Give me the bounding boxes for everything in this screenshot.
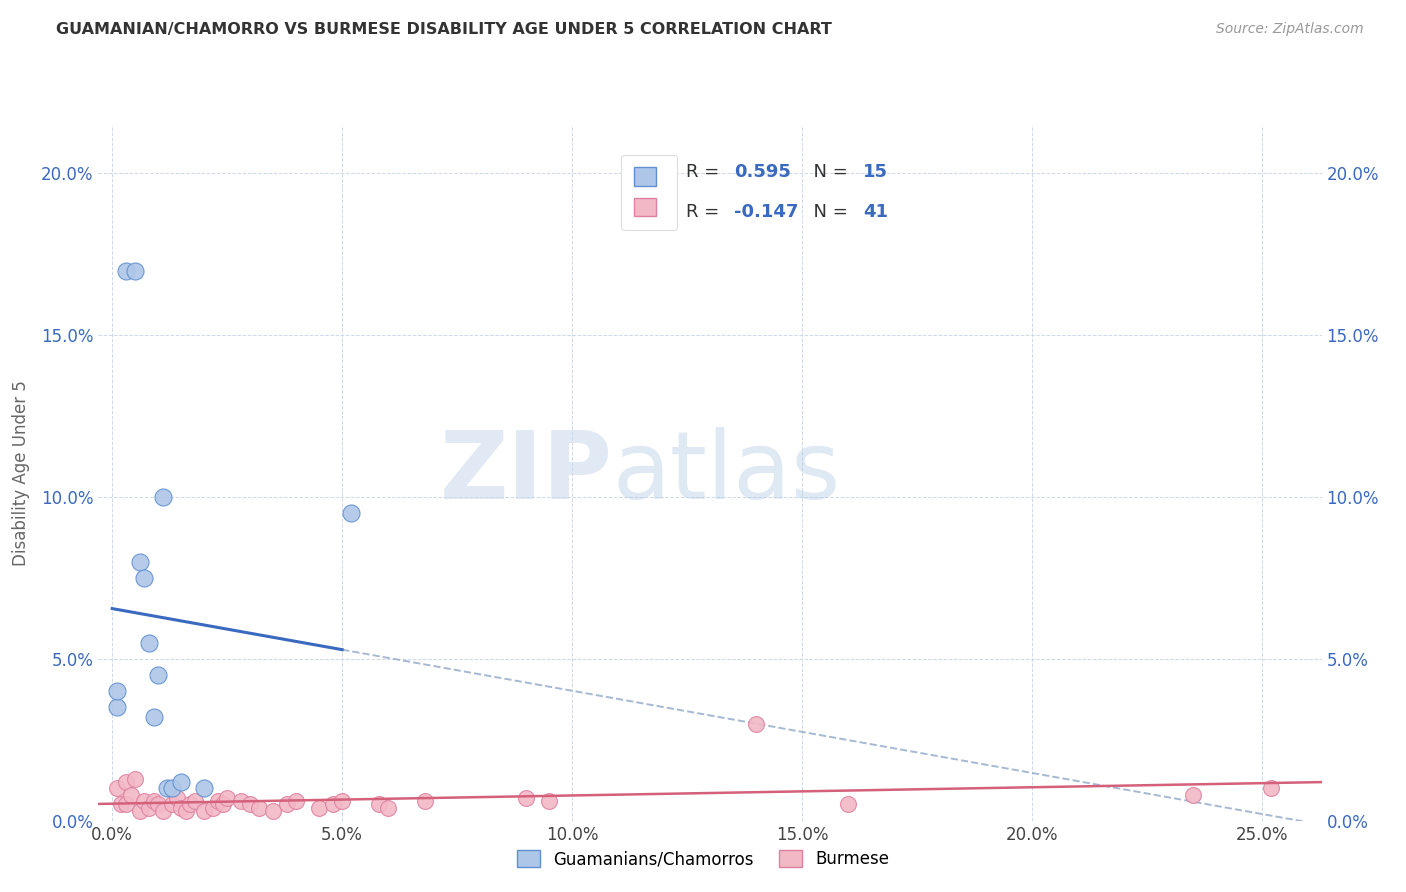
Point bbox=[1181, 788, 1204, 802]
Point bbox=[115, 774, 138, 789]
Point bbox=[105, 700, 128, 714]
Point bbox=[134, 571, 156, 585]
Text: Source: ZipAtlas.com: Source: ZipAtlas.com bbox=[1216, 22, 1364, 37]
Text: N =: N = bbox=[801, 163, 853, 181]
Point bbox=[211, 797, 233, 812]
Point bbox=[377, 800, 399, 814]
Point bbox=[308, 800, 330, 814]
Point bbox=[184, 794, 207, 808]
Point bbox=[538, 794, 561, 808]
Point bbox=[413, 794, 436, 808]
Point bbox=[152, 804, 174, 818]
Point bbox=[247, 800, 270, 814]
Point bbox=[156, 781, 179, 796]
Text: GUAMANIAN/CHAMORRO VS BURMESE DISABILITY AGE UNDER 5 CORRELATION CHART: GUAMANIAN/CHAMORRO VS BURMESE DISABILITY… bbox=[56, 22, 832, 37]
Y-axis label: Disability Age Under 5: Disability Age Under 5 bbox=[11, 380, 30, 566]
Text: N =: N = bbox=[801, 202, 853, 221]
Point bbox=[142, 710, 165, 724]
Point bbox=[105, 684, 128, 698]
Point bbox=[285, 794, 308, 808]
Legend: Guamanians/Chamorros, Burmese: Guamanians/Chamorros, Burmese bbox=[510, 843, 896, 875]
Point bbox=[179, 797, 201, 812]
Text: 0.595: 0.595 bbox=[734, 163, 792, 181]
Point bbox=[160, 797, 183, 812]
Point bbox=[330, 794, 353, 808]
Point bbox=[745, 716, 768, 731]
Point bbox=[202, 800, 225, 814]
Point bbox=[152, 490, 174, 504]
Point bbox=[276, 797, 298, 812]
Point bbox=[229, 794, 252, 808]
Point bbox=[340, 506, 363, 520]
Point bbox=[515, 791, 537, 805]
Point bbox=[170, 774, 193, 789]
Point bbox=[148, 797, 170, 812]
Text: R =: R = bbox=[686, 202, 724, 221]
Legend: , : , bbox=[621, 155, 678, 229]
Point bbox=[193, 781, 215, 796]
Point bbox=[217, 791, 239, 805]
Point bbox=[322, 797, 344, 812]
Text: ZIP: ZIP bbox=[439, 426, 612, 519]
Point bbox=[166, 791, 188, 805]
Text: 15: 15 bbox=[863, 163, 889, 181]
Text: R =: R = bbox=[686, 163, 724, 181]
Point bbox=[134, 794, 156, 808]
Point bbox=[239, 797, 262, 812]
Point bbox=[138, 800, 160, 814]
Point bbox=[193, 804, 215, 818]
Point bbox=[124, 772, 146, 786]
Point bbox=[115, 263, 138, 277]
Point bbox=[170, 800, 193, 814]
Text: 41: 41 bbox=[863, 202, 889, 221]
Point bbox=[110, 797, 132, 812]
Point bbox=[262, 804, 284, 818]
Point bbox=[120, 788, 142, 802]
Point bbox=[128, 804, 150, 818]
Point bbox=[837, 797, 859, 812]
Point bbox=[207, 794, 229, 808]
Text: -0.147: -0.147 bbox=[734, 202, 799, 221]
Point bbox=[115, 797, 138, 812]
Point bbox=[174, 804, 197, 818]
Point bbox=[148, 668, 170, 682]
Point bbox=[138, 635, 160, 649]
Point bbox=[142, 794, 165, 808]
Point bbox=[124, 263, 146, 277]
Point bbox=[368, 797, 391, 812]
Text: atlas: atlas bbox=[612, 426, 841, 519]
Point bbox=[160, 781, 183, 796]
Point bbox=[128, 555, 150, 569]
Point bbox=[1260, 781, 1282, 796]
Point bbox=[105, 781, 128, 796]
